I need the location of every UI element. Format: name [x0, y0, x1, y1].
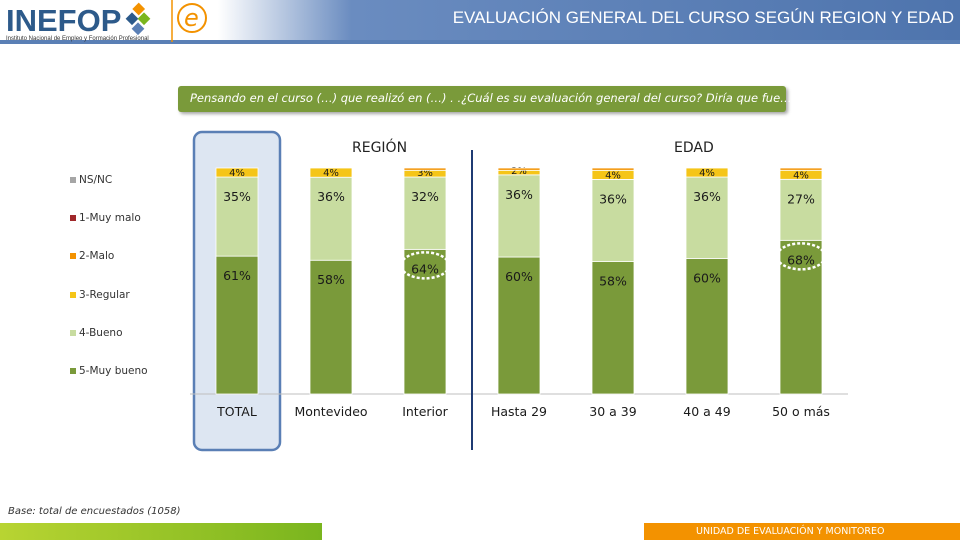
legend-label: 3-Regular — [79, 289, 130, 301]
legend-label: 1-Muy malo — [79, 212, 141, 224]
legend-label: NS/NC — [79, 174, 113, 186]
data-label: 36% — [599, 191, 627, 206]
bar-segment-5-muy-bueno-30-a-39 — [591, 261, 635, 395]
legend-swatch — [70, 292, 76, 298]
data-label: 4% — [323, 168, 339, 179]
legend-label: 4-Bueno — [79, 327, 123, 339]
bar-segment-4-bueno-50-o-mas — [779, 178, 823, 241]
logo-text: INEFOP — [6, 3, 121, 36]
bar-segment-4-bueno-total — [215, 176, 259, 257]
data-label: 32% — [411, 189, 439, 204]
bar-segment-2-malo-hasta-29 — [497, 167, 541, 171]
bar-segment-4-bueno-hasta-29 — [497, 174, 541, 258]
data-label: 60% — [693, 270, 721, 285]
legend-label: 5-Muy bueno — [79, 365, 148, 377]
data-label: 4% — [229, 168, 245, 179]
bar-segment-4-bueno-30-a-39 — [591, 179, 635, 262]
legend-item-regular: 3-Regular — [70, 289, 130, 301]
bar-segment-3-regular-40-a-49 — [685, 167, 729, 178]
data-label: 35% — [223, 189, 251, 204]
base-note: Base: total de encuestados (1058) — [8, 506, 181, 517]
bar-segment-2-malo-interior — [403, 167, 447, 171]
bar-segment-4-bueno-40-a-49 — [685, 176, 729, 259]
legend-swatch — [70, 368, 76, 374]
survey-question-text: Pensando en el curso (…) que realizó en … — [190, 91, 792, 105]
section-label-age: EDAD — [674, 140, 714, 156]
bar-segment-5-muy-bueno-montevideo — [309, 259, 353, 395]
e-logo-icon: e — [170, 0, 214, 42]
legend-label: 2-Malo — [79, 250, 115, 262]
inefop-logo-mark: INEFOP — [6, 2, 151, 36]
footer-unit-band: UNIDAD DE EVALUACIÓN Y MONITOREO — [644, 523, 960, 540]
bar-segment-3-regular-montevideo — [309, 167, 353, 178]
data-label: 4% — [793, 170, 809, 181]
category-label-interior: Interior — [402, 404, 448, 419]
data-label: 36% — [693, 189, 721, 204]
logo-subtitle: Instituto Nacional de Empleo y Formación… — [6, 36, 149, 42]
data-label: 58% — [599, 274, 627, 289]
data-label: 3% — [417, 168, 433, 179]
bar-segment-5-muy-bueno-40-a-49 — [685, 257, 729, 395]
footer-green-band — [0, 523, 322, 540]
category-label-30-a-39: 30 a 39 — [589, 404, 636, 419]
highlight-circle-interior — [399, 251, 451, 280]
data-label: 36% — [505, 187, 533, 202]
category-label-hasta-29: Hasta 29 — [491, 404, 547, 419]
header-divider — [0, 40, 960, 44]
legend-item-nsnc: NS/NC — [70, 174, 112, 186]
legend-swatch — [70, 253, 76, 259]
footer-white-band — [322, 523, 644, 540]
section-label-region: REGIÓN — [352, 140, 408, 156]
data-label: 36% — [317, 189, 345, 204]
svg-text:e: e — [184, 4, 199, 32]
data-label: 2% — [511, 166, 527, 177]
bar-segment-5-muy-bueno-total — [215, 255, 259, 395]
footer-unit-label: UNIDAD DE EVALUACIÓN Y MONITOREO — [696, 526, 885, 537]
page-title: EVALUACIÓN GENERAL DEL CURSO SEGÚN REGIO… — [452, 8, 954, 27]
legend-item-muy-malo: 1-Muy malo — [70, 212, 141, 224]
category-label-montevideo: Montevideo — [294, 404, 367, 419]
legend-swatch — [70, 215, 76, 221]
data-label: 4% — [605, 170, 621, 181]
category-label-total: TOTAL — [216, 404, 257, 419]
legend-swatch — [70, 177, 76, 183]
legend-item-bueno: 4-Bueno — [70, 327, 123, 339]
data-label: 4% — [699, 168, 715, 179]
survey-question-banner: Pensando en el curso (…) que realizó en … — [178, 86, 792, 112]
chart-legend: NS/NC 1-Muy malo 2-Malo 3-Regular 4-Buen… — [70, 170, 180, 380]
bar-segment-3-regular-total — [215, 167, 259, 178]
bar-segment-4-bueno-montevideo — [309, 176, 353, 261]
bar-segment-4-bueno-interior — [403, 176, 447, 250]
category-label-50-o-mas: 50 o más — [772, 404, 830, 419]
data-label: 27% — [787, 191, 815, 206]
bar-segment-2-malo-30-a-39 — [591, 167, 635, 171]
data-label: 58% — [317, 272, 345, 287]
data-label: 64% — [411, 261, 439, 276]
category-label-40-a-49: 40 a 49 — [683, 404, 730, 419]
data-label: 68% — [787, 252, 815, 267]
header-title-bar: EVALUACIÓN GENERAL DEL CURSO SEGÚN REGIO… — [218, 0, 960, 40]
legend-item-muy-bueno: 5-Muy bueno — [70, 365, 148, 377]
data-label: 61% — [223, 268, 251, 283]
legend-item-malo: 2-Malo — [70, 250, 114, 262]
inefop-logo: INEFOP Instituto Nacional de Empleo y Fo… — [6, 2, 166, 44]
data-label: 60% — [505, 269, 533, 284]
bar-segment-2-malo-50-o-mas — [779, 167, 823, 171]
highlight-circle-50-o-mas — [775, 242, 827, 271]
legend-swatch — [70, 330, 76, 336]
